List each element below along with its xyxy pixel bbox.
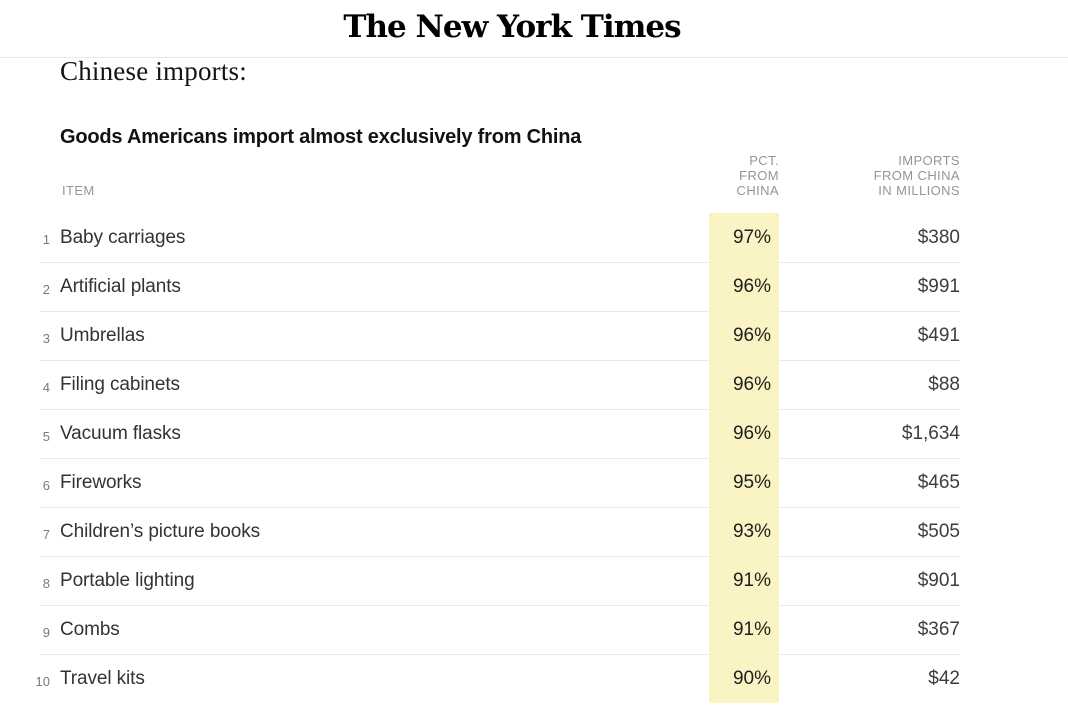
row-item: Artificial plants [60,262,709,311]
table-row: 7 Children’s picture books 93% $505 [40,507,960,556]
row-pct-from-china: 91% [709,556,779,605]
row-item: Children’s picture books [60,507,709,556]
row-rank: 2 [40,262,60,311]
row-pct-from-china: 96% [709,360,779,409]
table-row: 4 Filing cabinets 96% $88 [40,360,960,409]
table-row: 6 Fireworks 95% $465 [40,458,960,507]
row-rank: 8 [40,556,60,605]
row-item: Vacuum flasks [60,409,709,458]
column-header-pct-line: PCT. FROM [739,153,779,183]
row-item: Umbrellas [60,311,709,360]
table-column-headers: ITEM PCT. FROM CHINA IMPORTS FROM CHINA … [40,153,960,198]
row-rank: 4 [40,360,60,409]
table-row: 10 Travel kits 90% $42 [36,654,960,703]
column-header-imports-line: IN MILLIONS [878,183,960,198]
table-rows: 1 Baby carriages 97% $380 2 Artificial p… [36,213,960,703]
row-rank: 3 [40,311,60,360]
row-imports-value: $901 [779,556,960,605]
row-item: Fireworks [60,458,709,507]
column-header-imports-line: IMPORTS [898,153,960,168]
table-row: 9 Combs 91% $367 [40,605,960,654]
row-rank: 10 [36,654,60,703]
row-imports-value: $380 [917,226,960,248]
row-imports-value: $465 [779,458,960,507]
column-header-imports-line: FROM CHINA [873,168,960,183]
row-imports-value: $367 [779,605,960,654]
row-pct-from-china: 91% [709,605,779,654]
column-header-item: ITEM [62,183,95,198]
table-row: 3 Umbrellas 96% $491 [40,311,960,360]
table-row: 1 Baby carriages 97% $380 [40,213,960,262]
row-imports-value: $88 [779,360,960,409]
row-item: Portable lighting [60,556,709,605]
row-rank: 5 [40,409,60,458]
table-row: 5 Vacuum flasks 96% $1,634 [40,409,960,458]
row-imports-value: $991 [779,262,960,311]
row-rank: 1 [42,232,50,247]
row-rank: 9 [40,605,60,654]
column-header-pct-from-china: PCT. FROM CHINA [709,153,779,198]
row-pct-from-china: 96% [709,409,779,458]
row-imports-value: $505 [779,507,960,556]
row-item: Baby carriages [60,226,186,248]
row-pct-from-china: 96% [709,311,779,360]
table-row: 8 Portable lighting 91% $901 [40,556,960,605]
row-pct-from-china: 93% [709,507,779,556]
row-item: Travel kits [60,654,709,703]
table-title: Goods Americans import almost exclusivel… [60,126,582,148]
column-header-imports: IMPORTS FROM CHINA IN MILLIONS [779,153,960,198]
row-item: Filing cabinets [60,360,709,409]
row-imports-value: $1,634 [779,409,960,458]
table-row: 2 Artificial plants 96% $991 [40,262,960,311]
row-pct-from-china: 95% [709,458,779,507]
page-heading: Chinese imports: [60,56,247,86]
row-imports-value: $491 [779,311,960,360]
masthead: The New York Times [0,0,1068,58]
row-item: Combs [60,605,709,654]
column-header-pct-line: CHINA [736,183,779,198]
row-rank: 6 [40,458,60,507]
row-imports-value: $42 [779,654,960,703]
row-pct-from-china: 96% [709,262,779,311]
nyt-logo[interactable]: The New York Times [343,8,681,45]
row-pct-from-china: 97% [709,213,779,262]
row-rank: 7 [40,507,60,556]
row-pct-from-china: 90% [709,654,779,703]
